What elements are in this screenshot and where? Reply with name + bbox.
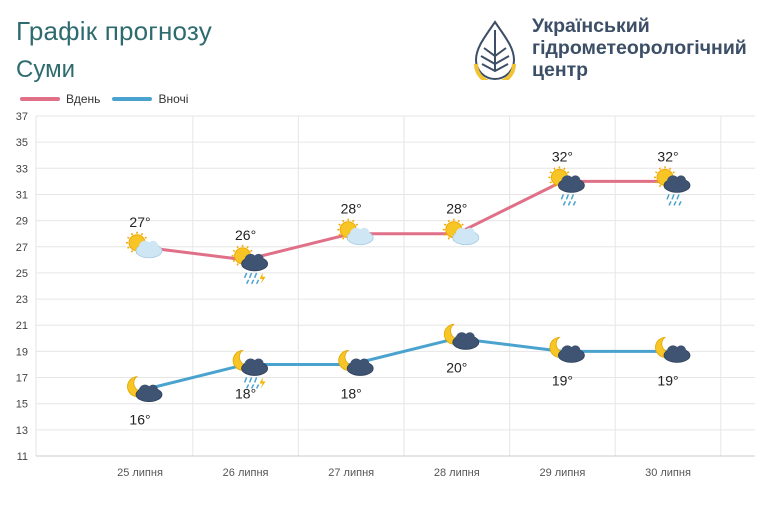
x-tick-label: 29 липня xyxy=(539,467,585,479)
night-temperature-label: 19° xyxy=(657,372,678,388)
day-temperature-label: 28° xyxy=(446,201,467,217)
night-series-line xyxy=(139,336,668,393)
y-tick-label: 25 xyxy=(16,268,28,280)
hydromet-logo-icon xyxy=(474,20,516,80)
day-series-line xyxy=(139,179,668,262)
day-data-point[interactable] xyxy=(560,179,565,184)
day-temperature-label: 32° xyxy=(552,148,573,164)
day-data-point[interactable] xyxy=(454,231,459,236)
moon-cloud-icon xyxy=(443,323,480,350)
night-data-point[interactable] xyxy=(454,336,459,341)
x-tick-label: 30 липня xyxy=(645,467,691,479)
y-tick-label: 29 xyxy=(16,216,28,228)
y-tick-label: 31 xyxy=(16,189,28,201)
legend-swatch-night xyxy=(112,97,153,101)
y-tick-label: 35 xyxy=(16,137,28,149)
city-name: Суми xyxy=(16,56,75,83)
x-tick-label: 26 липня xyxy=(223,467,269,479)
sun-cloud-icon xyxy=(126,231,163,259)
y-tick-label: 23 xyxy=(16,294,28,306)
page-title: Графік прогнозу xyxy=(16,16,212,46)
org-line-1: Український xyxy=(532,15,650,37)
sun-cloud-icon xyxy=(442,218,480,246)
y-tick-label: 33 xyxy=(16,163,28,175)
legend-item-night[interactable]: Вночі xyxy=(112,92,188,106)
day-temperature-label: 28° xyxy=(341,201,362,217)
y-tick-label: 17 xyxy=(16,373,28,385)
y-tick-label: 27 xyxy=(16,242,28,254)
sun-rain-icon xyxy=(548,166,585,206)
moon-cloud-icon xyxy=(549,336,585,363)
moon-cloud-icon xyxy=(338,350,374,376)
day-data-point[interactable] xyxy=(666,179,670,184)
night-temperature-label: 16° xyxy=(129,412,150,428)
legend-swatch-day xyxy=(20,97,60,101)
x-tick-label: 27 липня xyxy=(328,467,374,479)
night-data-point[interactable] xyxy=(666,349,670,354)
moon-cloud-icon xyxy=(655,336,691,363)
y-tick-label: 37 xyxy=(16,111,28,123)
org-line-3: центр xyxy=(532,59,589,81)
sun-cloud-icon xyxy=(337,218,374,246)
night-data-point[interactable] xyxy=(349,362,354,367)
y-tick-label: 15 xyxy=(16,399,28,411)
moon-rain-thunder-icon xyxy=(232,350,269,389)
night-temperature-label: 18° xyxy=(341,385,362,401)
day-temperature-label: 26° xyxy=(235,227,256,243)
legend-item-day[interactable]: Вдень xyxy=(20,92,100,106)
legend-label-day: Вдень xyxy=(66,92,101,106)
chart-legend: Вдень Вночі xyxy=(20,92,200,106)
night-data-point[interactable] xyxy=(560,349,565,354)
night-temperature-label: 19° xyxy=(552,372,573,388)
x-tick-label: 25 липня xyxy=(117,467,163,479)
legend-label-night: Вночі xyxy=(158,92,189,106)
y-tick-label: 19 xyxy=(16,346,28,358)
day-temperature-label: 27° xyxy=(129,214,150,230)
night-data-point[interactable] xyxy=(243,362,248,367)
organization-name: Український гідрометеорологічний центр xyxy=(532,15,747,81)
org-line-2: гідрометеорологічний xyxy=(532,37,747,59)
night-data-point[interactable] xyxy=(138,388,142,393)
y-tick-label: 13 xyxy=(16,425,28,437)
y-tick-label: 11 xyxy=(17,451,28,463)
day-data-point[interactable] xyxy=(349,231,354,236)
night-temperature-label: 18° xyxy=(235,385,256,401)
sun-rain-icon xyxy=(654,166,691,206)
day-data-point[interactable] xyxy=(138,244,142,249)
day-data-point[interactable] xyxy=(243,257,248,262)
night-temperature-label: 20° xyxy=(446,359,467,375)
day-temperature-label: 32° xyxy=(657,148,678,164)
x-tick-label: 28 липня xyxy=(434,467,480,479)
moon-cloud-icon xyxy=(127,376,163,403)
y-tick-label: 21 xyxy=(16,320,28,332)
sun-rain-thunder-icon xyxy=(231,244,269,285)
